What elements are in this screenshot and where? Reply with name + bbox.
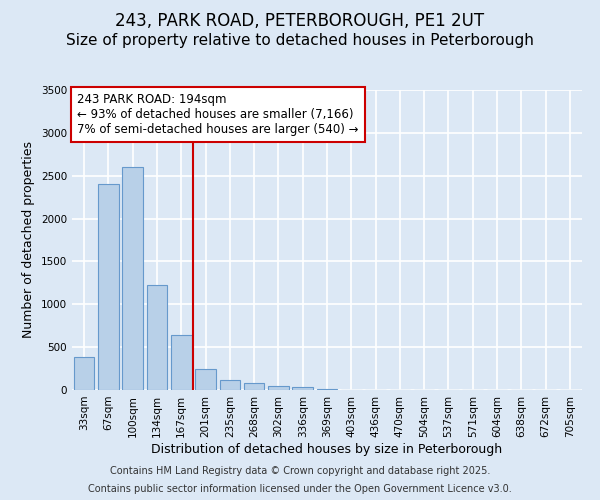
X-axis label: Distribution of detached houses by size in Peterborough: Distribution of detached houses by size … (151, 442, 503, 456)
Text: Contains public sector information licensed under the Open Government Licence v3: Contains public sector information licen… (88, 484, 512, 494)
Bar (171, 335, 191, 390)
Text: Contains HM Land Registry data © Crown copyright and database right 2025.: Contains HM Land Registry data © Crown c… (110, 466, 490, 476)
Bar (268, 386, 289, 390)
Bar (122, 167, 143, 390)
Text: Size of property relative to detached houses in Peterborough: Size of property relative to detached ho… (66, 32, 534, 48)
Bar (146, 284, 167, 390)
Bar (220, 380, 240, 390)
Bar (317, 389, 337, 390)
Bar (244, 383, 265, 390)
Bar (74, 358, 94, 390)
Text: 243 PARK ROAD: 194sqm
← 93% of detached houses are smaller (7,166)
7% of semi-de: 243 PARK ROAD: 194sqm ← 93% of detached … (77, 93, 359, 136)
Bar (98, 184, 119, 390)
Text: 243, PARK ROAD, PETERBOROUGH, PE1 2UT: 243, PARK ROAD, PETERBOROUGH, PE1 2UT (115, 12, 485, 30)
Bar (292, 388, 313, 390)
Bar (195, 370, 216, 390)
Y-axis label: Number of detached properties: Number of detached properties (22, 142, 35, 338)
